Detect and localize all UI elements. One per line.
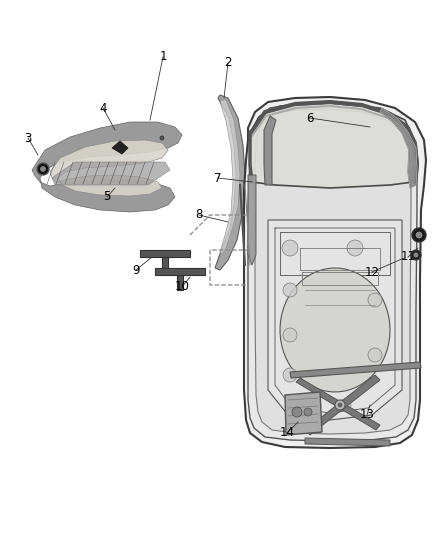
- Polygon shape: [283, 328, 297, 342]
- Text: 12: 12: [364, 265, 379, 279]
- Polygon shape: [283, 283, 297, 297]
- Text: 8: 8: [195, 208, 203, 222]
- Polygon shape: [140, 250, 190, 257]
- Polygon shape: [347, 240, 363, 256]
- Polygon shape: [305, 375, 380, 435]
- Polygon shape: [268, 220, 402, 420]
- Circle shape: [335, 400, 345, 410]
- Circle shape: [412, 228, 426, 242]
- Circle shape: [414, 253, 418, 257]
- Polygon shape: [215, 95, 245, 270]
- Polygon shape: [380, 108, 417, 188]
- Text: 9: 9: [132, 263, 140, 277]
- Text: 6: 6: [306, 111, 314, 125]
- Polygon shape: [285, 392, 322, 435]
- Text: 2: 2: [224, 56, 232, 69]
- Polygon shape: [112, 141, 128, 154]
- Polygon shape: [244, 97, 426, 448]
- Circle shape: [416, 232, 422, 238]
- Circle shape: [304, 408, 312, 416]
- Text: 3: 3: [25, 132, 32, 144]
- Polygon shape: [309, 399, 321, 411]
- Text: 4: 4: [99, 101, 107, 115]
- Polygon shape: [282, 240, 298, 256]
- Polygon shape: [52, 162, 170, 185]
- Polygon shape: [248, 175, 256, 265]
- Polygon shape: [162, 257, 168, 272]
- Polygon shape: [248, 103, 418, 441]
- Polygon shape: [177, 275, 183, 290]
- Circle shape: [160, 136, 164, 140]
- Polygon shape: [368, 293, 382, 307]
- Polygon shape: [339, 399, 351, 411]
- Polygon shape: [155, 268, 205, 275]
- Polygon shape: [220, 100, 240, 255]
- Text: 10: 10: [175, 280, 190, 294]
- Polygon shape: [50, 140, 168, 196]
- Text: 7: 7: [214, 172, 222, 184]
- Polygon shape: [296, 378, 380, 430]
- Circle shape: [292, 407, 302, 417]
- Text: 1: 1: [159, 51, 167, 63]
- Circle shape: [338, 403, 342, 407]
- Polygon shape: [32, 122, 182, 212]
- Polygon shape: [305, 438, 390, 446]
- Text: 13: 13: [360, 408, 374, 422]
- Circle shape: [37, 163, 49, 175]
- Polygon shape: [368, 348, 382, 362]
- Polygon shape: [290, 362, 421, 378]
- Polygon shape: [283, 368, 297, 382]
- Circle shape: [40, 166, 46, 172]
- Polygon shape: [280, 268, 390, 392]
- Polygon shape: [264, 116, 276, 185]
- Polygon shape: [255, 109, 412, 434]
- Text: 5: 5: [103, 190, 111, 204]
- Circle shape: [411, 250, 421, 260]
- Text: 11: 11: [400, 251, 416, 263]
- Polygon shape: [250, 103, 415, 188]
- Text: 14: 14: [279, 426, 294, 440]
